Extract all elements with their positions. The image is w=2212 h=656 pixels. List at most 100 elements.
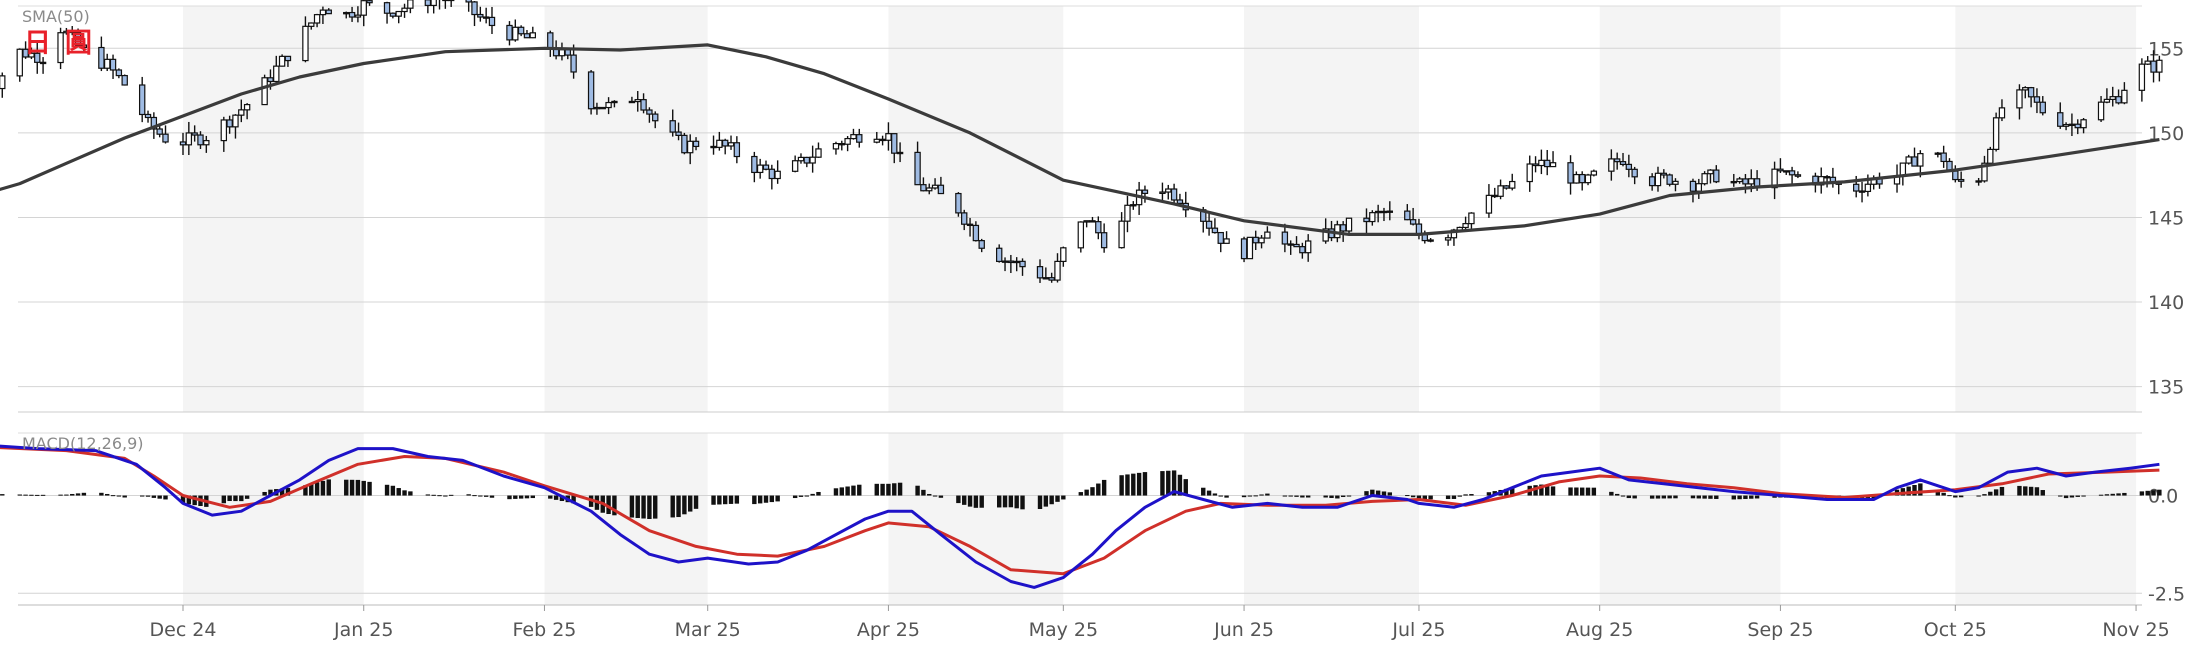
histogram-bar bbox=[2116, 493, 2121, 496]
candle-down bbox=[978, 240, 985, 249]
candle-down bbox=[1823, 176, 1831, 179]
histogram-bar bbox=[997, 495, 1002, 508]
candle-up bbox=[1159, 191, 1166, 194]
candle-down bbox=[587, 71, 595, 110]
candle-up bbox=[0, 75, 6, 90]
histogram-bar bbox=[1177, 474, 1183, 496]
candle-up bbox=[797, 156, 805, 162]
candle-down bbox=[1404, 210, 1411, 221]
histogram-bar bbox=[886, 483, 891, 496]
candle-up bbox=[2138, 63, 2146, 91]
histogram-bar bbox=[1259, 494, 1264, 496]
candle-up bbox=[605, 101, 612, 109]
histogram-bar bbox=[1101, 479, 1107, 496]
candle-down bbox=[284, 55, 292, 62]
candle-up bbox=[57, 32, 64, 64]
histogram-bar bbox=[734, 495, 740, 504]
candle-down bbox=[1409, 219, 1417, 225]
candle-down bbox=[389, 12, 397, 17]
histogram-bar bbox=[1142, 472, 1148, 496]
candle-down bbox=[1095, 221, 1102, 234]
histogram-bar bbox=[1131, 473, 1136, 496]
histogram-bar bbox=[448, 494, 454, 496]
histogram-bar bbox=[938, 495, 944, 498]
histogram-bar bbox=[979, 495, 984, 508]
histogram-bar bbox=[0, 494, 5, 496]
x-tick-label: Apr 25 bbox=[857, 619, 920, 641]
candle-down bbox=[267, 77, 274, 83]
candle-up bbox=[2097, 101, 2105, 121]
candle-up bbox=[1998, 107, 2006, 119]
month-band-macd bbox=[888, 433, 1064, 605]
histogram-bar bbox=[1323, 495, 1328, 498]
candle-down bbox=[652, 113, 659, 122]
histogram-bar bbox=[711, 495, 716, 505]
y-tick-label: 140 bbox=[2148, 292, 2184, 314]
candle-up bbox=[2080, 119, 2087, 129]
month-band-main bbox=[1244, 6, 1419, 412]
histogram-bar bbox=[1918, 483, 1923, 496]
x-tick-label: May 25 bbox=[1029, 619, 1099, 641]
candle-down bbox=[564, 49, 571, 56]
candle-down bbox=[762, 164, 770, 170]
histogram-bar bbox=[629, 495, 635, 518]
histogram-bar bbox=[1201, 487, 1206, 496]
histogram-bar bbox=[367, 481, 372, 496]
candle-down bbox=[914, 151, 921, 186]
candle-up bbox=[1917, 153, 1924, 167]
histogram-bar bbox=[1288, 495, 1293, 497]
candle-down bbox=[2033, 96, 2041, 103]
histogram-bar bbox=[1976, 495, 1981, 497]
candle-up bbox=[1695, 183, 1702, 192]
candle-up bbox=[1077, 221, 1085, 249]
histogram-bar bbox=[1486, 492, 1492, 496]
candle-up bbox=[634, 99, 641, 103]
candle-down bbox=[144, 113, 152, 119]
candle-down bbox=[1532, 163, 1539, 167]
histogram-bar bbox=[1037, 495, 1043, 510]
histogram-bar bbox=[1754, 495, 1760, 499]
candle-up bbox=[1054, 260, 1061, 281]
candle-up bbox=[1701, 173, 1708, 185]
candle-down bbox=[69, 30, 76, 34]
candle-up bbox=[873, 138, 880, 143]
candle-down bbox=[1176, 199, 1184, 204]
histogram-bar bbox=[1626, 495, 1632, 499]
histogram-bar bbox=[35, 494, 40, 496]
candle-down bbox=[2039, 101, 2046, 114]
candle-down bbox=[1619, 161, 1627, 166]
candle-up bbox=[593, 106, 601, 110]
histogram-bar bbox=[1743, 495, 1748, 499]
histogram-bar bbox=[431, 494, 436, 496]
candle-up bbox=[313, 14, 321, 24]
histogram-bar bbox=[792, 495, 798, 499]
histogram-bar bbox=[1457, 495, 1462, 497]
histogram-bar bbox=[1737, 495, 1742, 500]
candle-down bbox=[1491, 194, 1498, 198]
histogram-bar bbox=[1988, 491, 1993, 496]
histogram-bar bbox=[2110, 493, 2115, 496]
candle-up bbox=[1748, 178, 1755, 185]
candle-down bbox=[1363, 217, 1370, 223]
histogram-bar bbox=[967, 495, 973, 507]
histogram-bar bbox=[676, 495, 681, 518]
candle-up bbox=[238, 109, 245, 116]
histogram-bar bbox=[361, 480, 366, 496]
histogram-bar bbox=[75, 493, 81, 496]
histogram-bar bbox=[1375, 490, 1381, 496]
histogram-bar bbox=[1160, 471, 1165, 496]
candle-down bbox=[995, 247, 1003, 263]
histogram-bar bbox=[425, 494, 431, 496]
histogram-bar bbox=[1667, 495, 1672, 499]
candle-up bbox=[360, 0, 367, 16]
candle-down bbox=[1339, 224, 1347, 232]
histogram-bar bbox=[641, 495, 646, 519]
histogram-bar bbox=[717, 495, 722, 505]
candle-down bbox=[803, 156, 811, 164]
macd-signal-line bbox=[0, 446, 2160, 576]
histogram-bar bbox=[1993, 489, 1999, 496]
histogram-bar bbox=[763, 495, 769, 503]
histogram-bar bbox=[1300, 495, 1305, 498]
candle-up bbox=[319, 9, 327, 16]
candle-up bbox=[308, 22, 315, 27]
